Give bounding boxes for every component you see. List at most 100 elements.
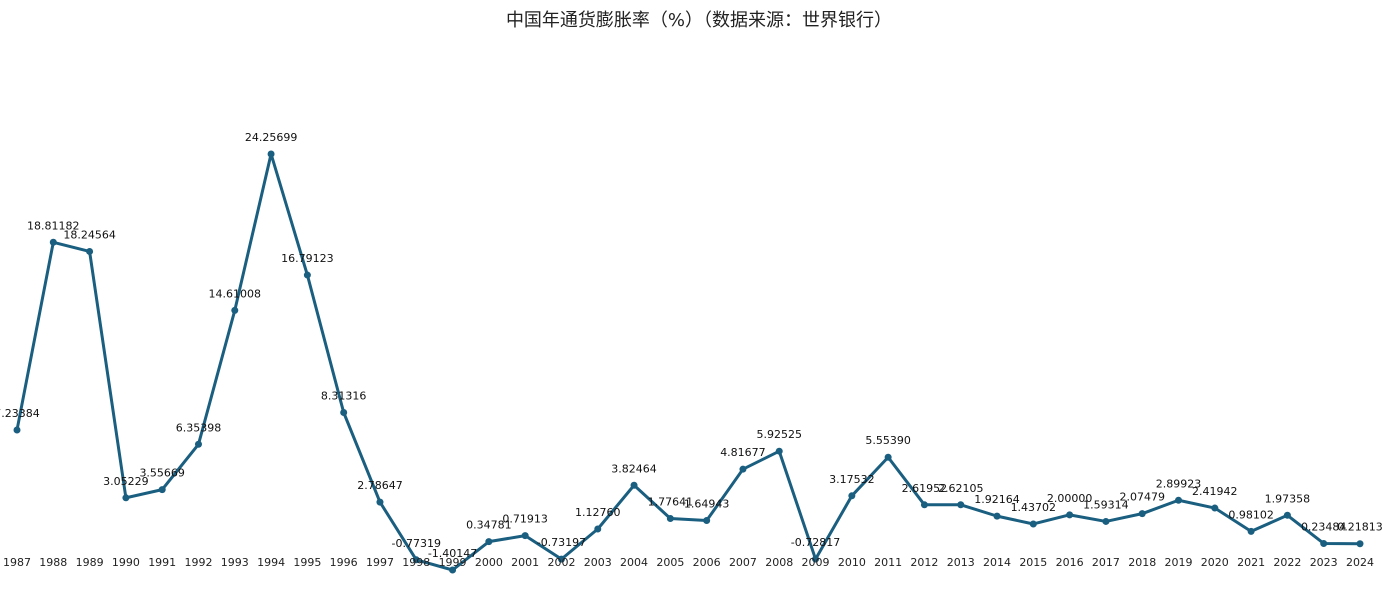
data-label: 0.21813 — [1337, 521, 1383, 534]
data-label: 8.31316 — [321, 390, 367, 403]
data-label: 2.89923 — [1156, 477, 1202, 490]
data-point — [1175, 496, 1183, 504]
data-point — [1138, 510, 1146, 518]
x-tick-label: 1997 — [366, 556, 394, 569]
data-label: 0.71913 — [502, 513, 548, 526]
data-label: 3.17532 — [829, 473, 875, 486]
data-label: -0.77319 — [392, 537, 441, 550]
x-tick-label: 2010 — [838, 556, 866, 569]
x-tick-label: 1991 — [148, 556, 176, 569]
data-point — [703, 517, 711, 525]
data-point — [1247, 527, 1255, 535]
data-label: 1.77641 — [648, 495, 694, 508]
data-point — [231, 306, 239, 314]
x-tick-label: 2012 — [910, 556, 938, 569]
data-point — [739, 465, 747, 473]
data-label: 1.12760 — [575, 506, 621, 519]
data-point — [412, 556, 420, 564]
x-tick-label: 2016 — [1056, 556, 1084, 569]
data-label: 5.55390 — [865, 434, 911, 447]
data-point — [158, 486, 166, 494]
x-tick-label: 2009 — [802, 556, 830, 569]
data-point — [775, 447, 783, 455]
data-label: 5.92525 — [756, 428, 802, 441]
x-tick-label: 2005 — [656, 556, 684, 569]
data-point — [485, 538, 493, 546]
x-tick-label: 1998 — [402, 556, 430, 569]
data-label: -1.40147 — [428, 547, 477, 560]
data-point — [340, 409, 348, 416]
data-point — [1211, 504, 1219, 512]
data-point — [848, 492, 856, 500]
data-point — [376, 498, 384, 506]
x-tick-label: 2004 — [620, 556, 648, 569]
x-tick-label: 1993 — [221, 556, 249, 569]
data-label: 18.24564 — [63, 228, 116, 241]
data-label: 1.59314 — [1083, 498, 1129, 511]
data-label: 1.64943 — [684, 498, 730, 511]
data-point — [86, 247, 94, 255]
data-label: 0.23484 — [1301, 520, 1347, 533]
data-point — [13, 426, 21, 434]
data-label: 0.98102 — [1228, 508, 1274, 521]
data-point — [957, 501, 965, 509]
data-point — [49, 238, 57, 246]
data-point — [267, 150, 275, 158]
x-tick-label: 1994 — [257, 556, 285, 569]
data-label: 3.82464 — [611, 462, 657, 475]
x-tick-label: 2015 — [1019, 556, 1047, 569]
data-label: 2.62105 — [938, 482, 984, 495]
data-point — [122, 494, 130, 502]
x-tick-label: 2024 — [1346, 556, 1374, 569]
x-tick-label: 1990 — [112, 556, 140, 569]
x-tick-label: 2006 — [693, 556, 721, 569]
data-label: 24.25699 — [245, 131, 298, 144]
x-tick-label: 2000 — [475, 556, 503, 569]
data-point — [993, 512, 1001, 520]
data-label: 1.97358 — [1265, 492, 1311, 505]
data-point — [557, 555, 565, 563]
data-label: 2.78647 — [357, 479, 403, 492]
x-tick-label: 2021 — [1237, 556, 1265, 569]
data-point — [920, 501, 928, 509]
x-tick-label: 2001 — [511, 556, 539, 569]
data-label: 7.23384 — [0, 407, 40, 420]
data-point — [666, 514, 674, 522]
data-label: 14.61008 — [209, 287, 262, 300]
x-tick-label: 2007 — [729, 556, 757, 569]
x-tick-label: 1992 — [184, 556, 212, 569]
x-tick-label: 1988 — [39, 556, 67, 569]
x-tick-label: 2022 — [1273, 556, 1301, 569]
data-label: 1.92164 — [974, 493, 1020, 506]
x-tick-label: 2002 — [547, 556, 575, 569]
data-label: -0.73197 — [537, 536, 586, 549]
data-label: 1.43702 — [1011, 501, 1057, 514]
data-label: -0.72817 — [791, 536, 840, 549]
x-tick-label: 2018 — [1128, 556, 1156, 569]
data-point — [449, 566, 457, 574]
x-tick-label: 2020 — [1201, 556, 1229, 569]
x-tick-label: 2008 — [765, 556, 793, 569]
data-point — [1283, 511, 1291, 519]
x-tick-label: 1987 — [3, 556, 31, 569]
x-tick-label: 2003 — [584, 556, 612, 569]
data-point — [521, 532, 529, 540]
data-point — [194, 440, 202, 448]
data-label: 3.55669 — [139, 467, 185, 480]
data-point — [812, 555, 820, 563]
data-label: 18.81182 — [27, 219, 80, 232]
x-tick-label: 1995 — [293, 556, 321, 569]
data-point — [884, 453, 892, 461]
data-point — [1320, 539, 1328, 547]
chart-title: 中国年通货膨胀率（%）（数据来源：世界银行） — [505, 10, 893, 31]
data-point — [594, 525, 602, 533]
x-tick-label: 2023 — [1310, 556, 1338, 569]
x-tick-label: 2019 — [1165, 556, 1193, 569]
data-point — [630, 481, 638, 489]
data-label: 2.07479 — [1119, 491, 1165, 504]
data-label: 16.79123 — [281, 252, 334, 265]
data-point — [1356, 540, 1364, 548]
x-tick-label: 2013 — [947, 556, 975, 569]
data-point — [1029, 520, 1037, 528]
data-label: 0.34781 — [466, 519, 512, 532]
